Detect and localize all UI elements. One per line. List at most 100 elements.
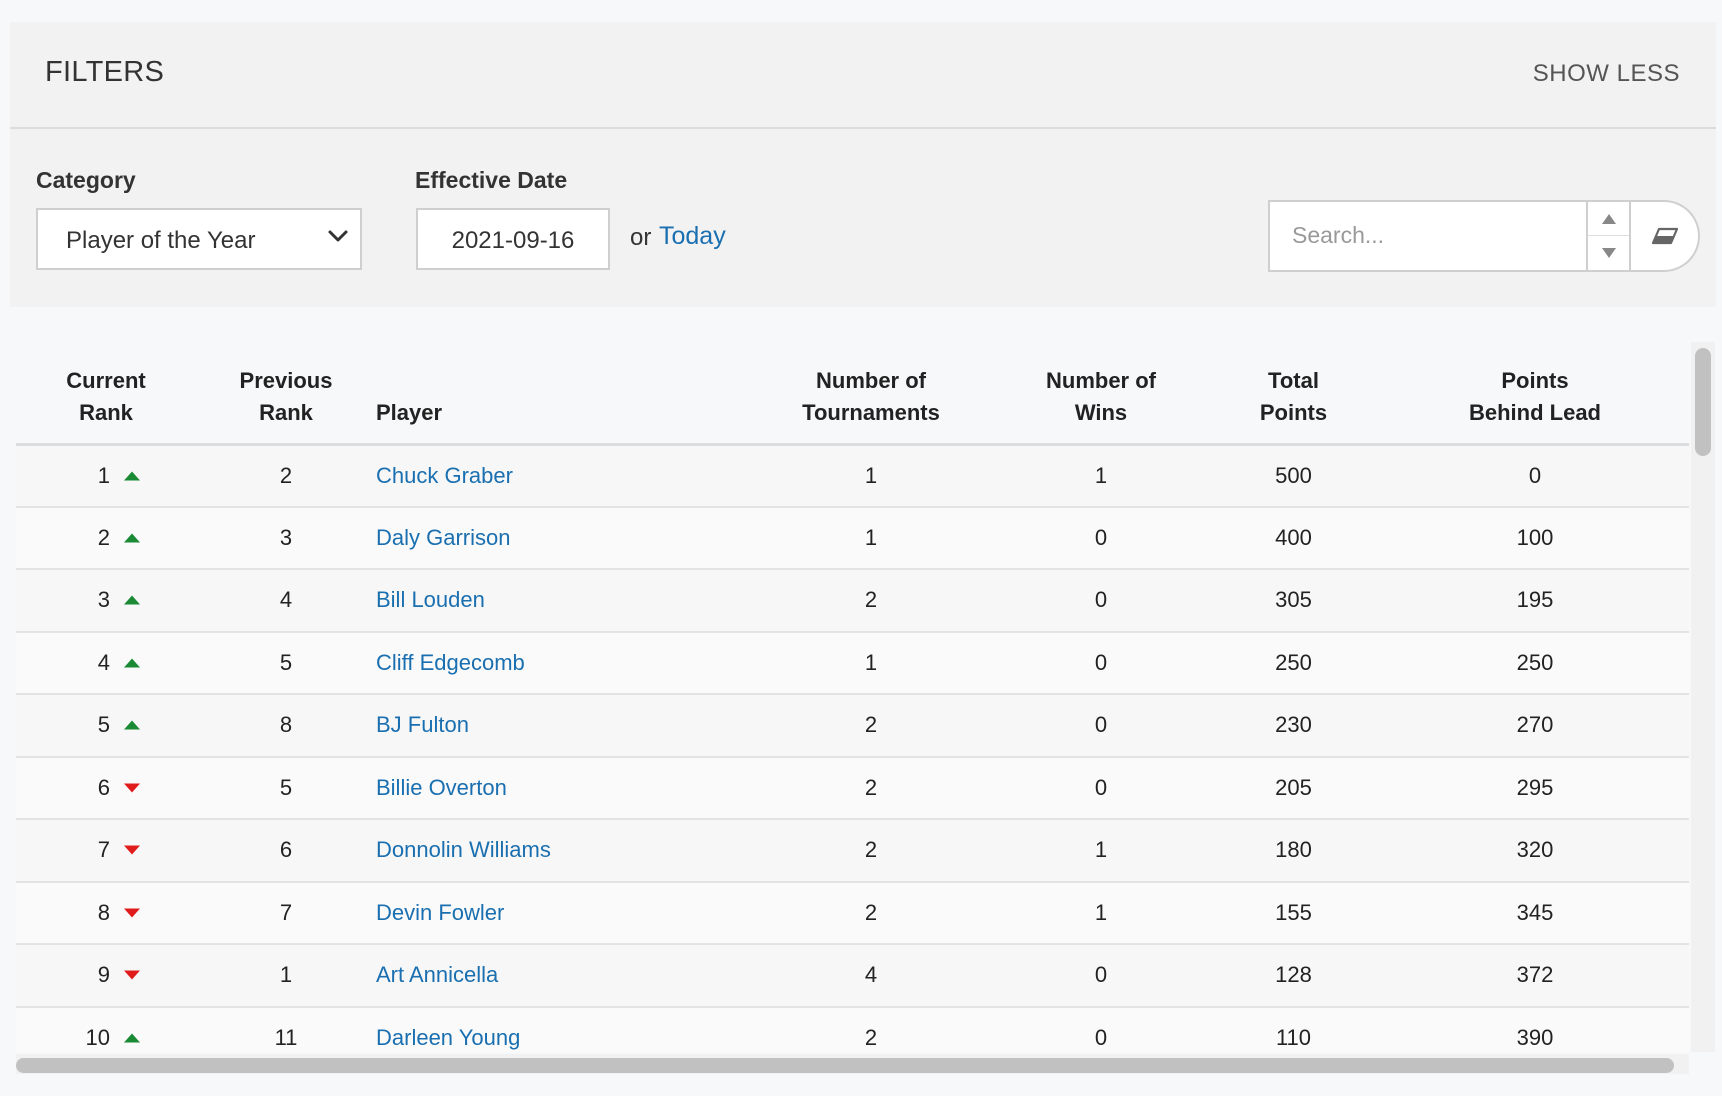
previous-rank-cell: 11: [196, 1006, 376, 1052]
tournaments-cell: 4: [746, 944, 996, 1008]
arrow-down-icon: [124, 845, 140, 855]
previous-rank-cell: 4: [196, 569, 376, 633]
previous-rank-cell: 2: [196, 444, 376, 508]
wins-cell: 1: [996, 881, 1206, 945]
wins-cell: 0: [996, 944, 1206, 1008]
wins-cell: 0: [996, 1006, 1206, 1052]
filters-header: FILTERS SHOW LESS: [10, 22, 1716, 129]
player-link[interactable]: Darleen Young: [376, 1024, 521, 1050]
header-player[interactable]: Player: [376, 342, 746, 446]
table-row: 7 6 Donnolin Williams 2 1 180 320: [16, 819, 1689, 883]
player-link[interactable]: Art Annicella: [376, 962, 499, 988]
table-row: 2 3 Daly Garrison 1 0 400 100: [16, 506, 1689, 570]
arrow-up-icon: [124, 533, 140, 543]
total-points-cell: 205: [1206, 756, 1381, 820]
player-link[interactable]: Cliff Edgecomb: [376, 649, 525, 675]
table-row: 10 11 Darleen Young 2 0 110 390: [16, 1006, 1689, 1052]
tournaments-cell: 2: [746, 756, 996, 820]
current-rank-value: 8: [97, 899, 110, 925]
player-cell: Devin Fowler: [376, 881, 746, 945]
chevron-down-icon: [328, 230, 348, 242]
player-link[interactable]: Daly Garrison: [376, 524, 511, 550]
player-cell: Art Annicella: [376, 944, 746, 1008]
previous-rank-cell: 3: [196, 506, 376, 570]
points-behind-cell: 372: [1381, 944, 1689, 1008]
player-cell: Cliff Edgecomb: [376, 631, 746, 695]
table-row: 8 7 Devin Fowler 2 1 155 345: [16, 881, 1689, 945]
table-row: 3 4 Bill Louden 2 0 305 195: [16, 569, 1689, 633]
horizontal-scrollbar-thumb[interactable]: [16, 1058, 1674, 1073]
clear-search-button[interactable]: [1631, 200, 1700, 272]
player-link[interactable]: Donnolin Williams: [376, 837, 551, 863]
points-behind-cell: 0: [1381, 444, 1689, 508]
vertical-scrollbar[interactable]: [1691, 342, 1715, 1052]
current-rank-value: 5: [97, 712, 110, 738]
wins-cell: 0: [996, 694, 1206, 758]
spin-up-button[interactable]: [1588, 202, 1629, 236]
current-rank-value: 1: [97, 462, 110, 488]
current-rank-cell: 9: [16, 944, 196, 1008]
previous-rank-cell: 5: [196, 631, 376, 695]
player-link[interactable]: Devin Fowler: [376, 899, 505, 925]
current-rank-cell: 2: [16, 506, 196, 570]
table-row: 9 1 Art Annicella 4 0 128 372: [16, 944, 1689, 1008]
player-link[interactable]: Chuck Graber: [376, 462, 513, 488]
spin-down-button[interactable]: [1588, 236, 1629, 270]
header-points-behind-lead[interactable]: Points Behind Lead: [1381, 342, 1689, 446]
current-rank-cell: 8: [16, 881, 196, 945]
tournaments-cell: 2: [746, 881, 996, 945]
vertical-scrollbar-thumb[interactable]: [1695, 348, 1711, 456]
total-points-cell: 400: [1206, 506, 1381, 570]
points-behind-cell: 320: [1381, 819, 1689, 883]
previous-rank-cell: 1: [196, 944, 376, 1008]
effective-date-input[interactable]: 2021-09-16: [416, 208, 610, 270]
tournaments-cell: 1: [746, 631, 996, 695]
current-rank-value: 3: [97, 587, 110, 613]
total-points-cell: 500: [1206, 444, 1381, 508]
arrow-down-icon: [124, 970, 140, 980]
header-wins[interactable]: Number of Wins: [996, 342, 1206, 446]
table-row: 4 5 Cliff Edgecomb 1 0 250 250: [16, 631, 1689, 695]
header-tournaments[interactable]: Number of Tournaments: [746, 342, 996, 446]
tournaments-cell: 2: [746, 569, 996, 633]
current-rank-cell: 6: [16, 756, 196, 820]
previous-rank-cell: 6: [196, 819, 376, 883]
or-text: or: [630, 224, 652, 251]
caret-down-icon: [1601, 248, 1616, 258]
wins-cell: 0: [996, 631, 1206, 695]
current-rank-cell: 10: [16, 1006, 196, 1052]
filters-title: FILTERS: [45, 56, 165, 88]
total-points-cell: 155: [1206, 881, 1381, 945]
player-cell: Darleen Young: [376, 1006, 746, 1052]
search-input[interactable]: Search...: [1268, 200, 1586, 272]
current-rank-cell: 4: [16, 631, 196, 695]
table-row: 5 8 BJ Fulton 2 0 230 270: [16, 694, 1689, 758]
current-rank-cell: 7: [16, 819, 196, 883]
current-rank-cell: 3: [16, 569, 196, 633]
effective-date-label: Effective Date: [415, 167, 568, 193]
player-link[interactable]: Billie Overton: [376, 774, 507, 800]
search-box: Search...: [1268, 200, 1700, 272]
current-rank-value: 7: [97, 837, 110, 863]
total-points-cell: 180: [1206, 819, 1381, 883]
current-rank-cell: 5: [16, 694, 196, 758]
arrow-down-icon: [124, 908, 140, 918]
category-select[interactable]: Player of the Year: [36, 208, 362, 270]
category-label: Category: [36, 167, 136, 193]
current-rank-value: 9: [97, 962, 110, 988]
player-link[interactable]: BJ Fulton: [376, 712, 469, 738]
points-behind-cell: 195: [1381, 569, 1689, 633]
category-select-value: Player of the Year: [66, 227, 256, 254]
header-current-rank[interactable]: Current Rank: [16, 342, 196, 446]
header-previous-rank[interactable]: Previous Rank: [196, 342, 376, 446]
header-total-points[interactable]: Total Points: [1206, 342, 1381, 446]
show-less-button[interactable]: SHOW LESS: [1532, 60, 1680, 87]
player-link[interactable]: Bill Louden: [376, 587, 485, 613]
points-behind-cell: 250: [1381, 631, 1689, 695]
arrow-up-icon: [124, 1033, 140, 1043]
wins-cell: 0: [996, 756, 1206, 820]
previous-rank-cell: 5: [196, 756, 376, 820]
current-rank-value: 4: [97, 649, 110, 675]
today-link[interactable]: Today: [659, 222, 726, 250]
previous-rank-cell: 7: [196, 881, 376, 945]
